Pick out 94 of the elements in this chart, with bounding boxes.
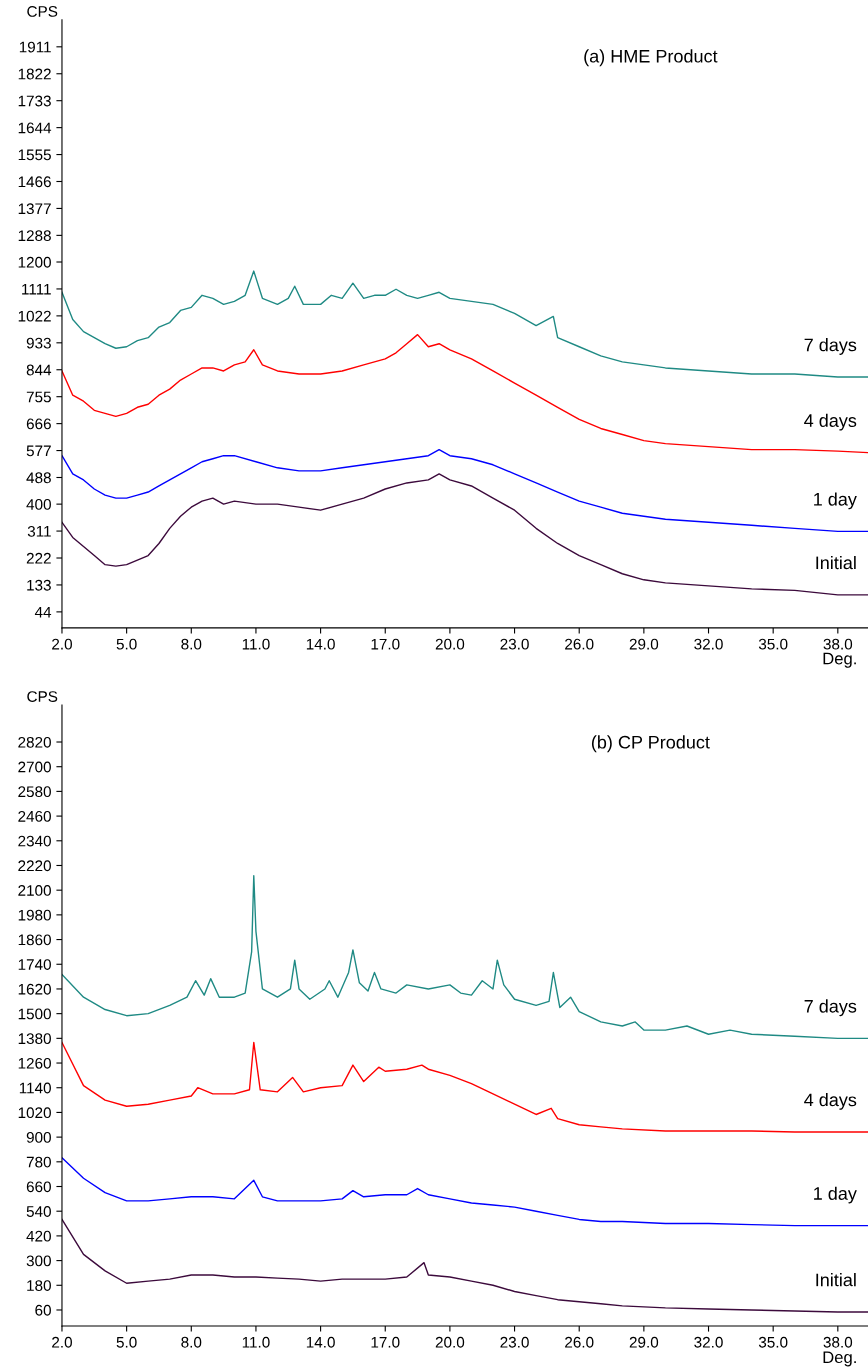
- x-tick-label: 5.0: [116, 1336, 137, 1348]
- y-tick-label: 2340: [18, 835, 51, 847]
- x-tick-label: 2.0: [52, 1336, 72, 1348]
- y-tick-label: 755: [26, 391, 51, 403]
- y-tick-label: 2220: [18, 860, 51, 872]
- y-tick-label: 133: [27, 579, 51, 591]
- y-tick-label: 540: [26, 1206, 51, 1217]
- series-label: 1 day: [814, 492, 857, 510]
- x-tick-label: 20.0: [435, 638, 465, 650]
- line-series: [61, 875, 868, 1040]
- y-tick-label: 1555: [18, 149, 51, 161]
- series-label: 4 days: [804, 1093, 857, 1110]
- x-tick-label: 14.0: [306, 1336, 335, 1348]
- y-tick-label: 44: [34, 606, 52, 618]
- y-tick-label: 660: [26, 1181, 51, 1193]
- x-tick-label: 8.0: [181, 638, 202, 650]
- series-label: 7 days: [804, 999, 857, 1017]
- y-tick-label: 1620: [18, 983, 51, 995]
- y-tick-label: 180: [27, 1280, 51, 1291]
- y-tick-label: 488: [26, 472, 51, 484]
- y-tick-label: 1020: [18, 1107, 51, 1119]
- x-tick-label: 32.0: [694, 638, 723, 650]
- x-tick-label: 26.0: [565, 638, 594, 650]
- y-tick-label: 2820: [18, 736, 51, 748]
- x-tick-label: 35.0: [758, 638, 788, 650]
- y-axis-title: CPS: [27, 6, 58, 17]
- y-tick-label: 1500: [18, 1008, 51, 1020]
- y-tick-label: 1733: [18, 95, 51, 107]
- y-tick-label: 420: [26, 1230, 51, 1242]
- y-axis-title: CPS: [27, 691, 58, 702]
- y-tick-label: 1200: [18, 256, 51, 268]
- x-tick-label: 29.0: [629, 1336, 659, 1348]
- x-tick-label: 14.0: [306, 638, 335, 650]
- x-tick-label: 38.0: [823, 1336, 853, 1348]
- x-tick-label: 32.0: [694, 1336, 723, 1348]
- y-tick-label: 60: [35, 1304, 51, 1316]
- x-tick-label: 2.0: [52, 638, 72, 650]
- x-tick-label: 23.0: [500, 1336, 529, 1348]
- y-tick-label: 1860: [18, 934, 51, 946]
- line-series: [61, 473, 868, 596]
- x-axis-title: Deg.: [823, 652, 856, 668]
- x-tick-label: 26.0: [565, 1336, 594, 1348]
- series-label: 4 days: [804, 413, 857, 431]
- line-series: [61, 1157, 868, 1227]
- y-tick-label: 900: [26, 1131, 51, 1143]
- y-tick-label: 2700: [18, 761, 51, 773]
- y-tick-label: 577: [26, 445, 51, 457]
- series-label: Initial: [816, 1273, 856, 1287]
- y-tick-label: 400: [26, 499, 51, 510]
- y-tick-label: 1111: [22, 283, 51, 295]
- y-tick-label: 2580: [18, 786, 51, 798]
- y-tick-label: 1377: [18, 203, 51, 215]
- text: (a) HME Product: [584, 49, 718, 67]
- y-tick-label: 2100: [18, 885, 51, 896]
- line-series: [61, 270, 868, 378]
- x-tick-label: 35.0: [758, 1336, 788, 1348]
- y-tick-label: 1822: [18, 68, 51, 80]
- x-tick-label: 11.0: [242, 638, 270, 650]
- x-axis-title: Deg.: [823, 1351, 856, 1367]
- y-tick-label: 1022: [18, 310, 51, 322]
- series-label: Initial: [816, 555, 856, 570]
- line-series: [61, 333, 868, 454]
- y-tick-label: 1260: [18, 1057, 51, 1069]
- y-tick-label: 780: [26, 1156, 51, 1168]
- x-tick-label: 38.0: [823, 638, 853, 650]
- y-tick-label: 222: [26, 552, 51, 564]
- x-tick-label: 20.0: [435, 1336, 465, 1348]
- y-tick-label: 933: [26, 337, 51, 349]
- x-tick-label: 5.0: [116, 638, 137, 650]
- y-tick-label: 1740: [18, 959, 51, 970]
- y-tick-label: 1380: [18, 1033, 51, 1045]
- x-tick-label: 17.0: [371, 1336, 400, 1348]
- line-series: [61, 1041, 868, 1133]
- y-tick-label: 1980: [18, 909, 51, 921]
- x-tick-label: 17.0: [371, 638, 400, 650]
- x-tick-label: 23.0: [500, 638, 529, 650]
- y-tick-label: 1288: [18, 230, 51, 242]
- y-tick-label: 1140: [19, 1082, 51, 1094]
- y-tick-label: 300: [26, 1255, 51, 1267]
- line-series: [61, 448, 868, 533]
- x-tick-label: 11.0: [242, 1336, 270, 1348]
- line-series: [61, 1218, 868, 1313]
- series-label: 7 days: [804, 338, 857, 355]
- series-label: 1 day: [814, 1186, 857, 1204]
- x-tick-label: 29.0: [629, 638, 659, 650]
- y-tick-label: 1911: [19, 41, 51, 53]
- y-tick-label: 1644: [18, 122, 52, 134]
- x-tick-label: 8.0: [181, 1336, 202, 1348]
- y-tick-label: 1466: [18, 176, 51, 188]
- y-tick-label: 2460: [18, 810, 51, 822]
- y-tick-label: 311: [27, 525, 51, 537]
- y-tick-label: 666: [26, 418, 51, 430]
- text: (b) CP Product: [591, 735, 710, 753]
- y-tick-label: 844: [26, 364, 52, 376]
